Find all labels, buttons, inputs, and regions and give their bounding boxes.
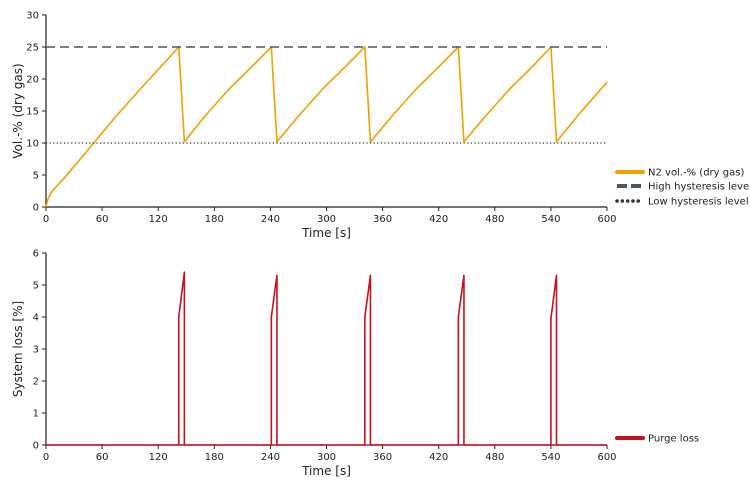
legend-label: High hysteresis level <box>648 182 750 193</box>
x-tick-label: 0 <box>43 214 49 225</box>
x-tick-label: 180 <box>205 452 224 463</box>
x-tick-label: 600 <box>597 452 616 463</box>
y-tick-label: 3 <box>33 345 39 356</box>
y-tick-label: 2 <box>33 377 39 388</box>
y-tick-label: 0 <box>33 203 39 214</box>
x-tick-label: 120 <box>149 214 168 225</box>
x-tick-label: 360 <box>373 214 392 225</box>
y-tick-label: 25 <box>26 43 39 54</box>
x-tick-label: 480 <box>485 214 504 225</box>
x-tick-label: 540 <box>541 452 560 463</box>
chart-panel-2: 0 60 120 180 240 300 360 420 480 540 600 0 1 2 3 4 5 6 Tim… <box>11 249 699 479</box>
x-tick-label: 240 <box>261 452 280 463</box>
x-tick-label: 600 <box>597 214 616 225</box>
y-tick-label: 6 <box>33 249 39 260</box>
x-axis-label: Time [s] <box>301 226 351 240</box>
legend-label: Purge loss <box>648 434 699 445</box>
x-tick-label: 60 <box>96 452 109 463</box>
x-tick-label: 540 <box>541 214 560 225</box>
x-tick-label: 300 <box>317 214 336 225</box>
y-tick-label: 5 <box>33 281 39 292</box>
x-tick-label: 0 <box>43 452 49 463</box>
y-tick-label: 15 <box>26 107 39 118</box>
y-tick-label: 0 <box>33 441 39 452</box>
y-tick-label: 1 <box>33 409 39 420</box>
y-tick-label: 20 <box>26 75 39 86</box>
legend-label: N2 vol.-% (dry gas) <box>648 168 744 179</box>
x-tick-label: 480 <box>485 452 504 463</box>
y-tick-label: 30 <box>26 11 39 22</box>
x-axis-label: Time [s] <box>301 464 351 478</box>
x-tick-label: 300 <box>317 452 336 463</box>
y-tick-label: 4 <box>33 313 39 324</box>
y-axis-label: System loss [%] <box>11 301 25 397</box>
y-axis-label: Vol.-% (dry gas) <box>11 63 25 158</box>
series-line-n2-vol-dry-gas- <box>45 46 608 208</box>
y-tick-label: 5 <box>33 171 39 182</box>
y-tick-label: 10 <box>26 139 39 150</box>
x-tick-label: 420 <box>429 214 448 225</box>
x-tick-label: 120 <box>149 452 168 463</box>
legend-label: Low hysteresis level <box>648 197 749 208</box>
x-tick-label: 60 <box>96 214 109 225</box>
x-tick-label: 240 <box>261 214 280 225</box>
series-line-purge-loss <box>46 271 607 446</box>
x-tick-label: 420 <box>429 452 448 463</box>
chart-panel-1: 0 60 120 180 240 300 360 420 480 540 600 0 5 10 15 20 25… <box>11 11 750 241</box>
x-tick-label: 180 <box>205 214 224 225</box>
x-tick-label: 360 <box>373 452 392 463</box>
